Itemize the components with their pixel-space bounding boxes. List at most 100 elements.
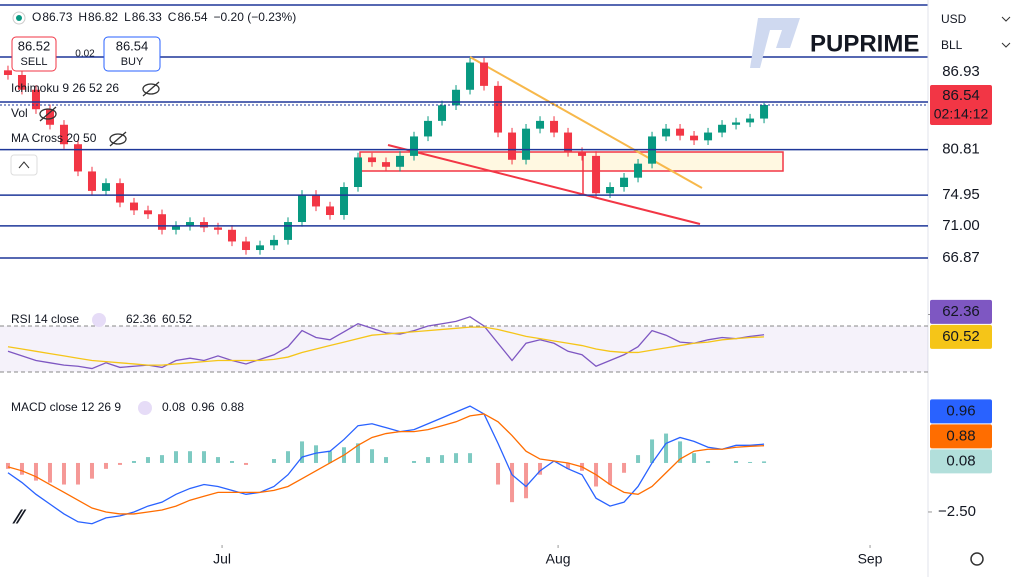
histogram-bar bbox=[131, 461, 136, 463]
candle-body bbox=[704, 132, 713, 141]
unit: BLL bbox=[941, 38, 963, 52]
candle-body bbox=[185, 222, 194, 226]
candle-body bbox=[340, 187, 349, 216]
price-label: 71.00 bbox=[942, 217, 980, 234]
histogram-bar bbox=[75, 462, 80, 485]
x-tick-label: Aug bbox=[546, 551, 571, 567]
eye-icons[interactable] bbox=[39, 81, 160, 147]
histogram-bar bbox=[636, 455, 641, 463]
histogram-bar bbox=[117, 462, 122, 465]
price-label: 0.08 bbox=[946, 452, 975, 469]
histogram-bar bbox=[159, 455, 164, 463]
histogram-bar bbox=[664, 433, 669, 463]
candle-body bbox=[199, 222, 208, 228]
currency-dropdown[interactable] bbox=[1001, 16, 1011, 22]
candle-body bbox=[157, 214, 166, 230]
candle-body bbox=[676, 128, 685, 136]
histogram-bar bbox=[19, 462, 24, 475]
candle-body bbox=[508, 132, 517, 160]
histogram-bar bbox=[173, 451, 178, 463]
candle-body bbox=[101, 183, 110, 191]
x-tick-label: Sep bbox=[858, 551, 883, 567]
histogram-bar bbox=[426, 457, 431, 463]
candle-body bbox=[522, 128, 531, 160]
buy-price: 86.54 bbox=[116, 38, 149, 53]
price-label-box bbox=[930, 137, 992, 162]
price-label: 62.36 bbox=[942, 303, 980, 320]
histogram-bar bbox=[356, 443, 361, 463]
candle-body bbox=[466, 62, 475, 90]
buy-button[interactable] bbox=[103, 36, 161, 72]
unit-dropdown[interactable] bbox=[1001, 42, 1011, 48]
candle-body bbox=[284, 222, 293, 240]
histogram-bar bbox=[230, 461, 234, 463]
candle-body bbox=[270, 239, 279, 246]
candle-body bbox=[620, 177, 629, 188]
histogram-bar bbox=[370, 449, 375, 463]
price-label-box bbox=[930, 449, 992, 474]
histogram-bar bbox=[762, 461, 767, 463]
price-label: 66.87 bbox=[942, 249, 980, 266]
logo-mark bbox=[750, 18, 800, 68]
candle-body bbox=[326, 206, 335, 216]
candle-body bbox=[17, 74, 26, 90]
legend-value: 0.88 bbox=[221, 400, 245, 414]
settings-icon[interactable] bbox=[138, 401, 152, 415]
buy-label: BUY bbox=[121, 56, 144, 68]
ohlc-label: C bbox=[168, 10, 177, 24]
candle-body bbox=[718, 124, 727, 133]
candle-body bbox=[564, 132, 573, 153]
histogram-bar bbox=[440, 455, 445, 463]
price-label: 86.54 bbox=[942, 87, 980, 104]
price-label: 0.88 bbox=[946, 427, 975, 444]
currency: USD bbox=[941, 12, 967, 26]
legend-value: 0.08 bbox=[162, 400, 186, 414]
logo-text: PUPRIME bbox=[810, 30, 919, 57]
histogram-bar bbox=[201, 451, 206, 463]
candle-body bbox=[550, 120, 559, 133]
rsi-title: RSI 14 close bbox=[11, 312, 79, 326]
candle-body bbox=[536, 120, 545, 129]
histogram-bar bbox=[678, 441, 683, 463]
trend-line bbox=[387, 144, 701, 225]
histogram-bar bbox=[524, 462, 529, 499]
sell-button[interactable] bbox=[11, 36, 57, 72]
price-label-box bbox=[930, 183, 992, 208]
candle-body bbox=[396, 155, 405, 167]
histogram-bar bbox=[89, 462, 94, 479]
histogram-bar bbox=[215, 457, 220, 463]
histogram-bar bbox=[510, 462, 515, 503]
candle-body bbox=[354, 157, 363, 188]
candle-body bbox=[480, 62, 489, 86]
histogram-bar bbox=[748, 461, 753, 463]
candle-body bbox=[662, 128, 671, 137]
histogram-bar bbox=[61, 462, 66, 485]
settings-icon[interactable] bbox=[92, 313, 106, 327]
candle-body bbox=[592, 155, 601, 194]
ohlc-value: 86.73 bbox=[42, 10, 72, 24]
histogram-bar bbox=[454, 453, 459, 463]
series-line bbox=[7, 316, 765, 370]
price-label-box bbox=[930, 299, 992, 324]
candle-body bbox=[732, 122, 741, 125]
y-tick-label: −2.50 bbox=[938, 503, 976, 520]
price-label-box bbox=[930, 424, 992, 449]
candle-body bbox=[115, 183, 124, 203]
settings-gear[interactable] bbox=[970, 552, 984, 566]
x-tick-label: Jul bbox=[213, 551, 231, 567]
symbol-icon bbox=[16, 15, 22, 21]
histogram-bar bbox=[145, 457, 150, 463]
histogram-bar bbox=[706, 461, 711, 463]
legend-value: 0.96 bbox=[191, 400, 215, 414]
histogram-bar bbox=[650, 439, 655, 463]
histogram-bar bbox=[272, 459, 277, 463]
collapse-button[interactable] bbox=[10, 154, 38, 176]
candle-body bbox=[410, 136, 419, 156]
spread: 0.02 bbox=[75, 49, 95, 60]
candle-body bbox=[171, 225, 180, 230]
candle-body bbox=[606, 187, 615, 194]
ohlc-value: 86.82 bbox=[88, 10, 118, 24]
candle-body bbox=[129, 202, 138, 211]
candle-body bbox=[452, 89, 461, 106]
